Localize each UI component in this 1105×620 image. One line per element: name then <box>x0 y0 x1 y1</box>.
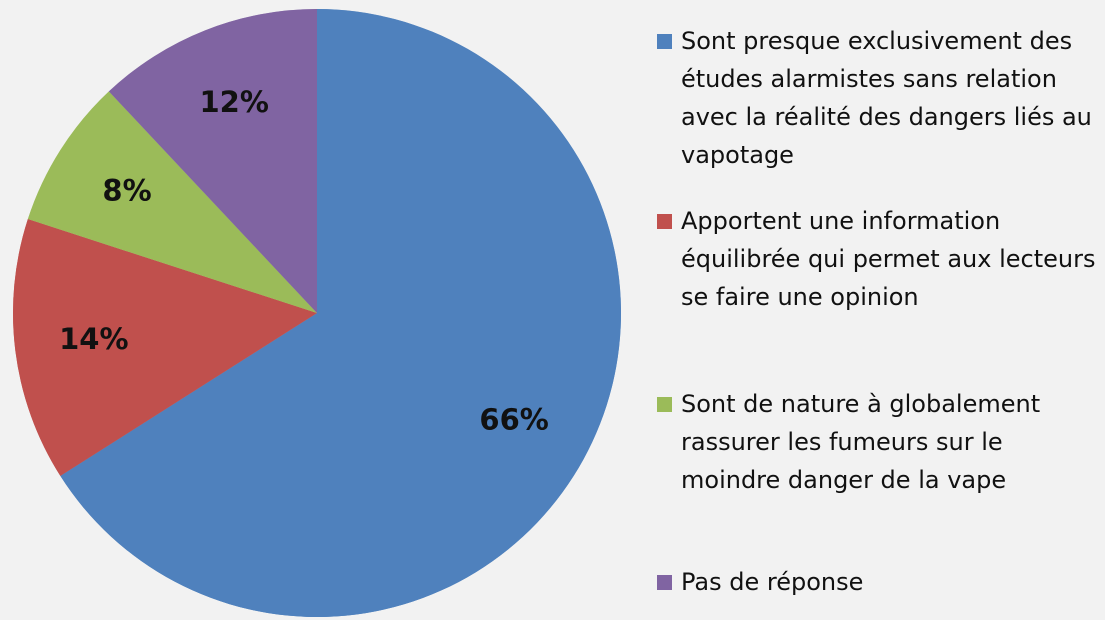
data-label: 8% <box>102 173 151 207</box>
data-label: 14% <box>59 322 128 356</box>
data-label: 12% <box>199 85 268 119</box>
legend-item: Sont de nature à globalement rassurer le… <box>657 385 1097 499</box>
slice <box>108 9 318 313</box>
legend-label: Pas de réponse <box>681 568 864 596</box>
legend-swatch <box>657 34 672 49</box>
legend-item: Pas de réponse <box>657 563 1097 601</box>
legend-label: Sont de nature à globalement rassurer le… <box>681 390 1041 494</box>
legend-item: Sont presque exclusivement des études al… <box>657 22 1097 174</box>
legend-swatch <box>657 214 672 229</box>
legend-item: Apportent une information équilibrée qui… <box>657 202 1097 316</box>
slice <box>13 219 318 476</box>
legend-label: Apportent une information équilibrée qui… <box>681 207 1096 311</box>
legend-swatch <box>657 575 672 590</box>
legend-label: Sont presque exclusivement des études al… <box>681 27 1092 169</box>
legend-swatch <box>657 397 672 412</box>
data-label: 66% <box>479 402 548 436</box>
slice <box>60 9 621 618</box>
pie-area: 66% 14% 8% 12% <box>13 9 621 618</box>
slice <box>27 91 318 313</box>
